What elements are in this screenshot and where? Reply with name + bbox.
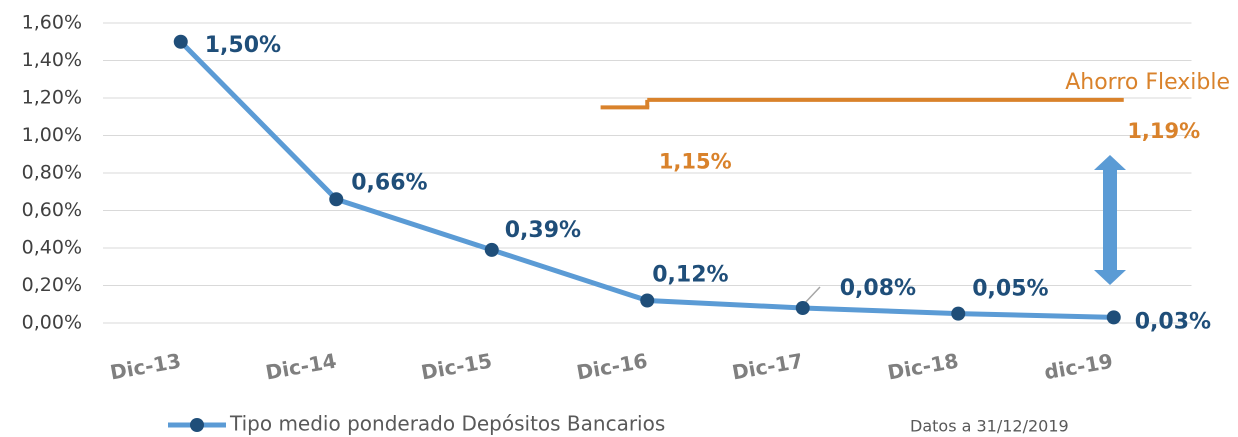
value-label: 0,08% xyxy=(840,276,916,301)
point xyxy=(640,293,655,308)
arrow-head xyxy=(1094,270,1126,285)
annotation-value-label: 1,15% xyxy=(659,149,732,173)
y-tick-label: 0,60% xyxy=(22,199,82,221)
x-tick-label: Dic-16 xyxy=(575,349,650,385)
y-tick-label: 0,20% xyxy=(22,274,82,296)
value-label: 0,05% xyxy=(972,277,1048,302)
x-tick-label: Dic-13 xyxy=(108,349,183,385)
annotation-series-name: Ahorro Flexible xyxy=(1065,70,1230,95)
x-tick-label: dic-19 xyxy=(1042,349,1114,385)
point xyxy=(329,192,344,207)
y-tick-label: 0,00% xyxy=(22,312,82,334)
value-label: 0,66% xyxy=(351,170,427,195)
value-label: 0,03% xyxy=(1135,309,1211,334)
point xyxy=(795,301,810,315)
value-label: 0,39% xyxy=(505,218,581,243)
point xyxy=(484,242,499,257)
value-label: 1,50% xyxy=(205,33,281,58)
point xyxy=(173,34,188,49)
y-tick-label: 1,40% xyxy=(22,49,82,71)
y-tick-label: 0,40% xyxy=(22,237,82,259)
footnote: Datos a 31/12/2019 xyxy=(910,417,1069,436)
point xyxy=(1106,310,1121,325)
arrow-head xyxy=(1094,155,1126,170)
y-tick-label: 1,00% xyxy=(22,124,82,146)
x-tick-label: Dic-18 xyxy=(886,349,961,385)
annotation-value-label: 1,19% xyxy=(1127,119,1200,143)
legend-marker xyxy=(190,418,204,432)
y-tick-label: 0,80% xyxy=(22,162,82,184)
x-tick-label: Dic-17 xyxy=(730,349,805,385)
x-tick-label: Dic-14 xyxy=(264,349,339,385)
x-tick-label: Dic-15 xyxy=(419,349,494,385)
point xyxy=(951,306,966,321)
y-tick-label: 1,20% xyxy=(22,87,82,109)
y-tick-label: 1,60% xyxy=(22,12,82,34)
legend-label: Tipo medio ponderado Depósitos Bancarios xyxy=(229,412,665,436)
value-label: 0,12% xyxy=(652,263,728,288)
